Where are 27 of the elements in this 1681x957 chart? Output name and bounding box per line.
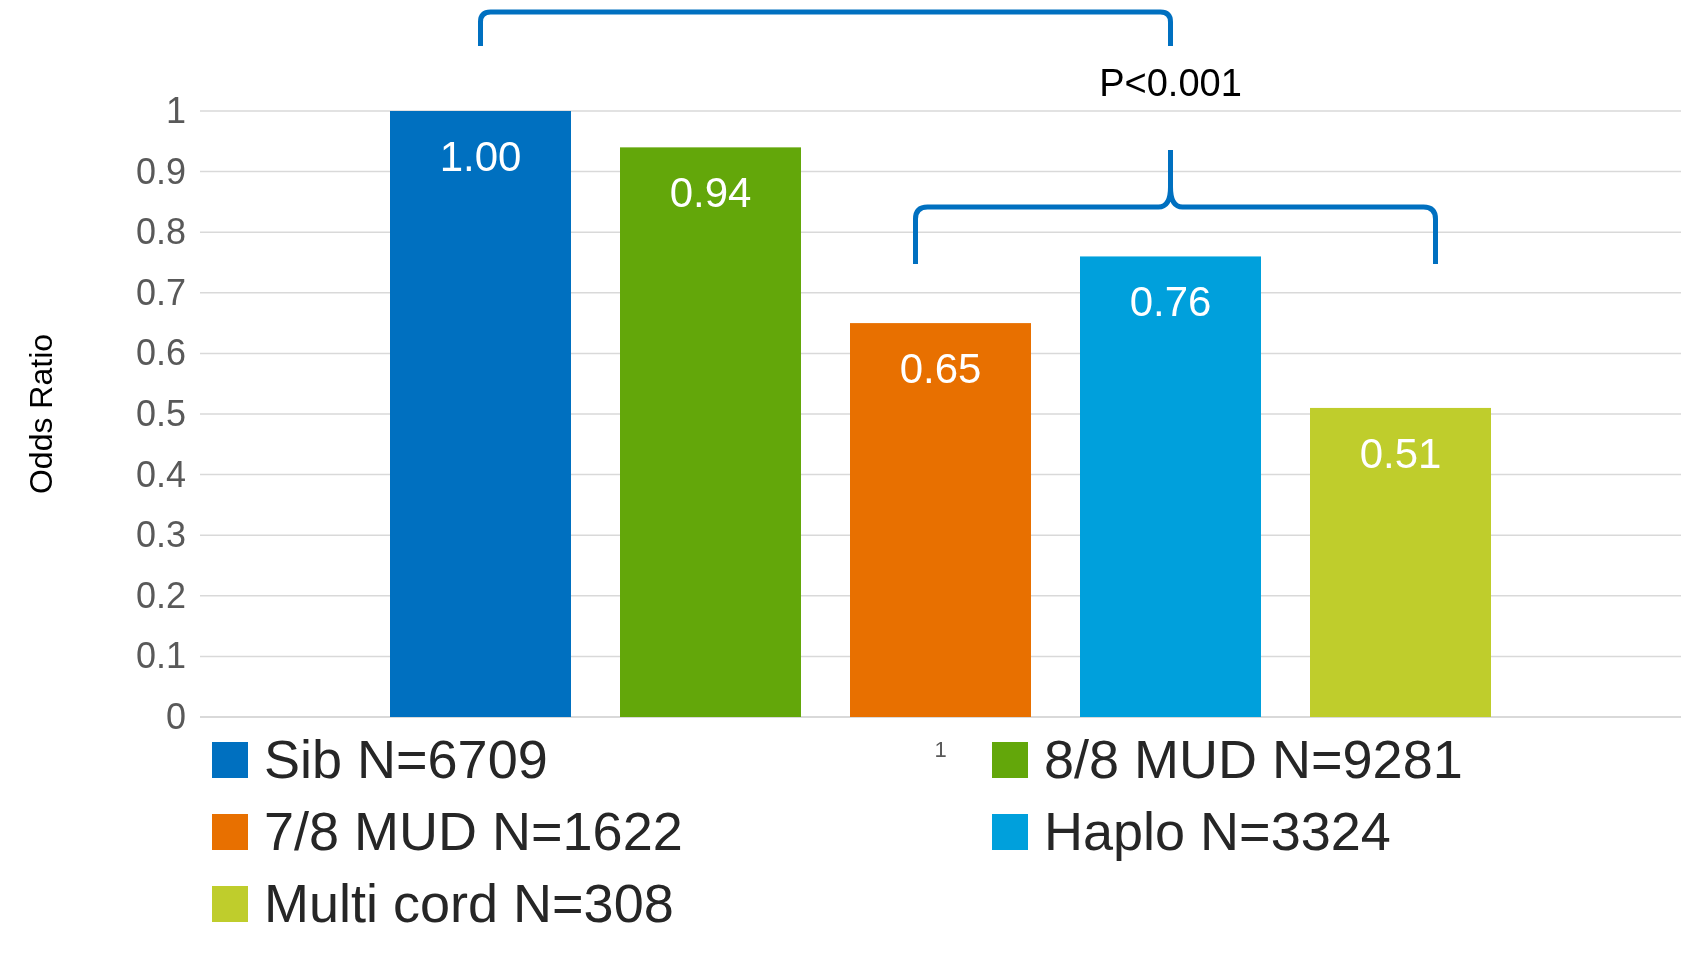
text: P<0.001 <box>1099 62 1242 104</box>
legend-label: Multi cord N=308 <box>264 873 674 933</box>
bar <box>850 323 1031 717</box>
bar <box>620 147 801 717</box>
legend-label: Haplo N=3324 <box>1044 801 1391 861</box>
data-label: 0.94 <box>669 169 752 217</box>
y-tick-label: 0.4 <box>135 453 186 495</box>
y-tick-label: 0.6 <box>135 332 186 374</box>
data-label: 0.51 <box>1359 429 1442 477</box>
data-label: 1.00 <box>439 133 522 180</box>
legend-label: 8/8 MUD N=9281 <box>1044 729 1463 789</box>
y-tick-label: 0.5 <box>135 393 186 435</box>
data-label: 0.65 <box>899 345 982 393</box>
y-tick-label: 0.9 <box>135 150 186 192</box>
legend-label: Sib N=6709 <box>264 729 548 789</box>
y-tick-label: 0.2 <box>135 574 186 616</box>
bar <box>1310 407 1491 717</box>
y-tick-label: 0 <box>165 696 186 738</box>
y-tick-label: 0.1 <box>135 635 186 677</box>
y-tick-label: 0.8 <box>135 211 186 253</box>
y-tick-label: 1 <box>165 90 186 132</box>
data-label: 0.76 <box>1129 278 1212 326</box>
y-tick-label: 0.3 <box>135 514 186 556</box>
bar <box>390 111 571 717</box>
y-axis-title: Odds Ratio <box>23 333 59 495</box>
legend-label: 7/8 MUD N=1622 <box>264 801 683 861</box>
y-tick-label: 0.7 <box>135 271 186 313</box>
